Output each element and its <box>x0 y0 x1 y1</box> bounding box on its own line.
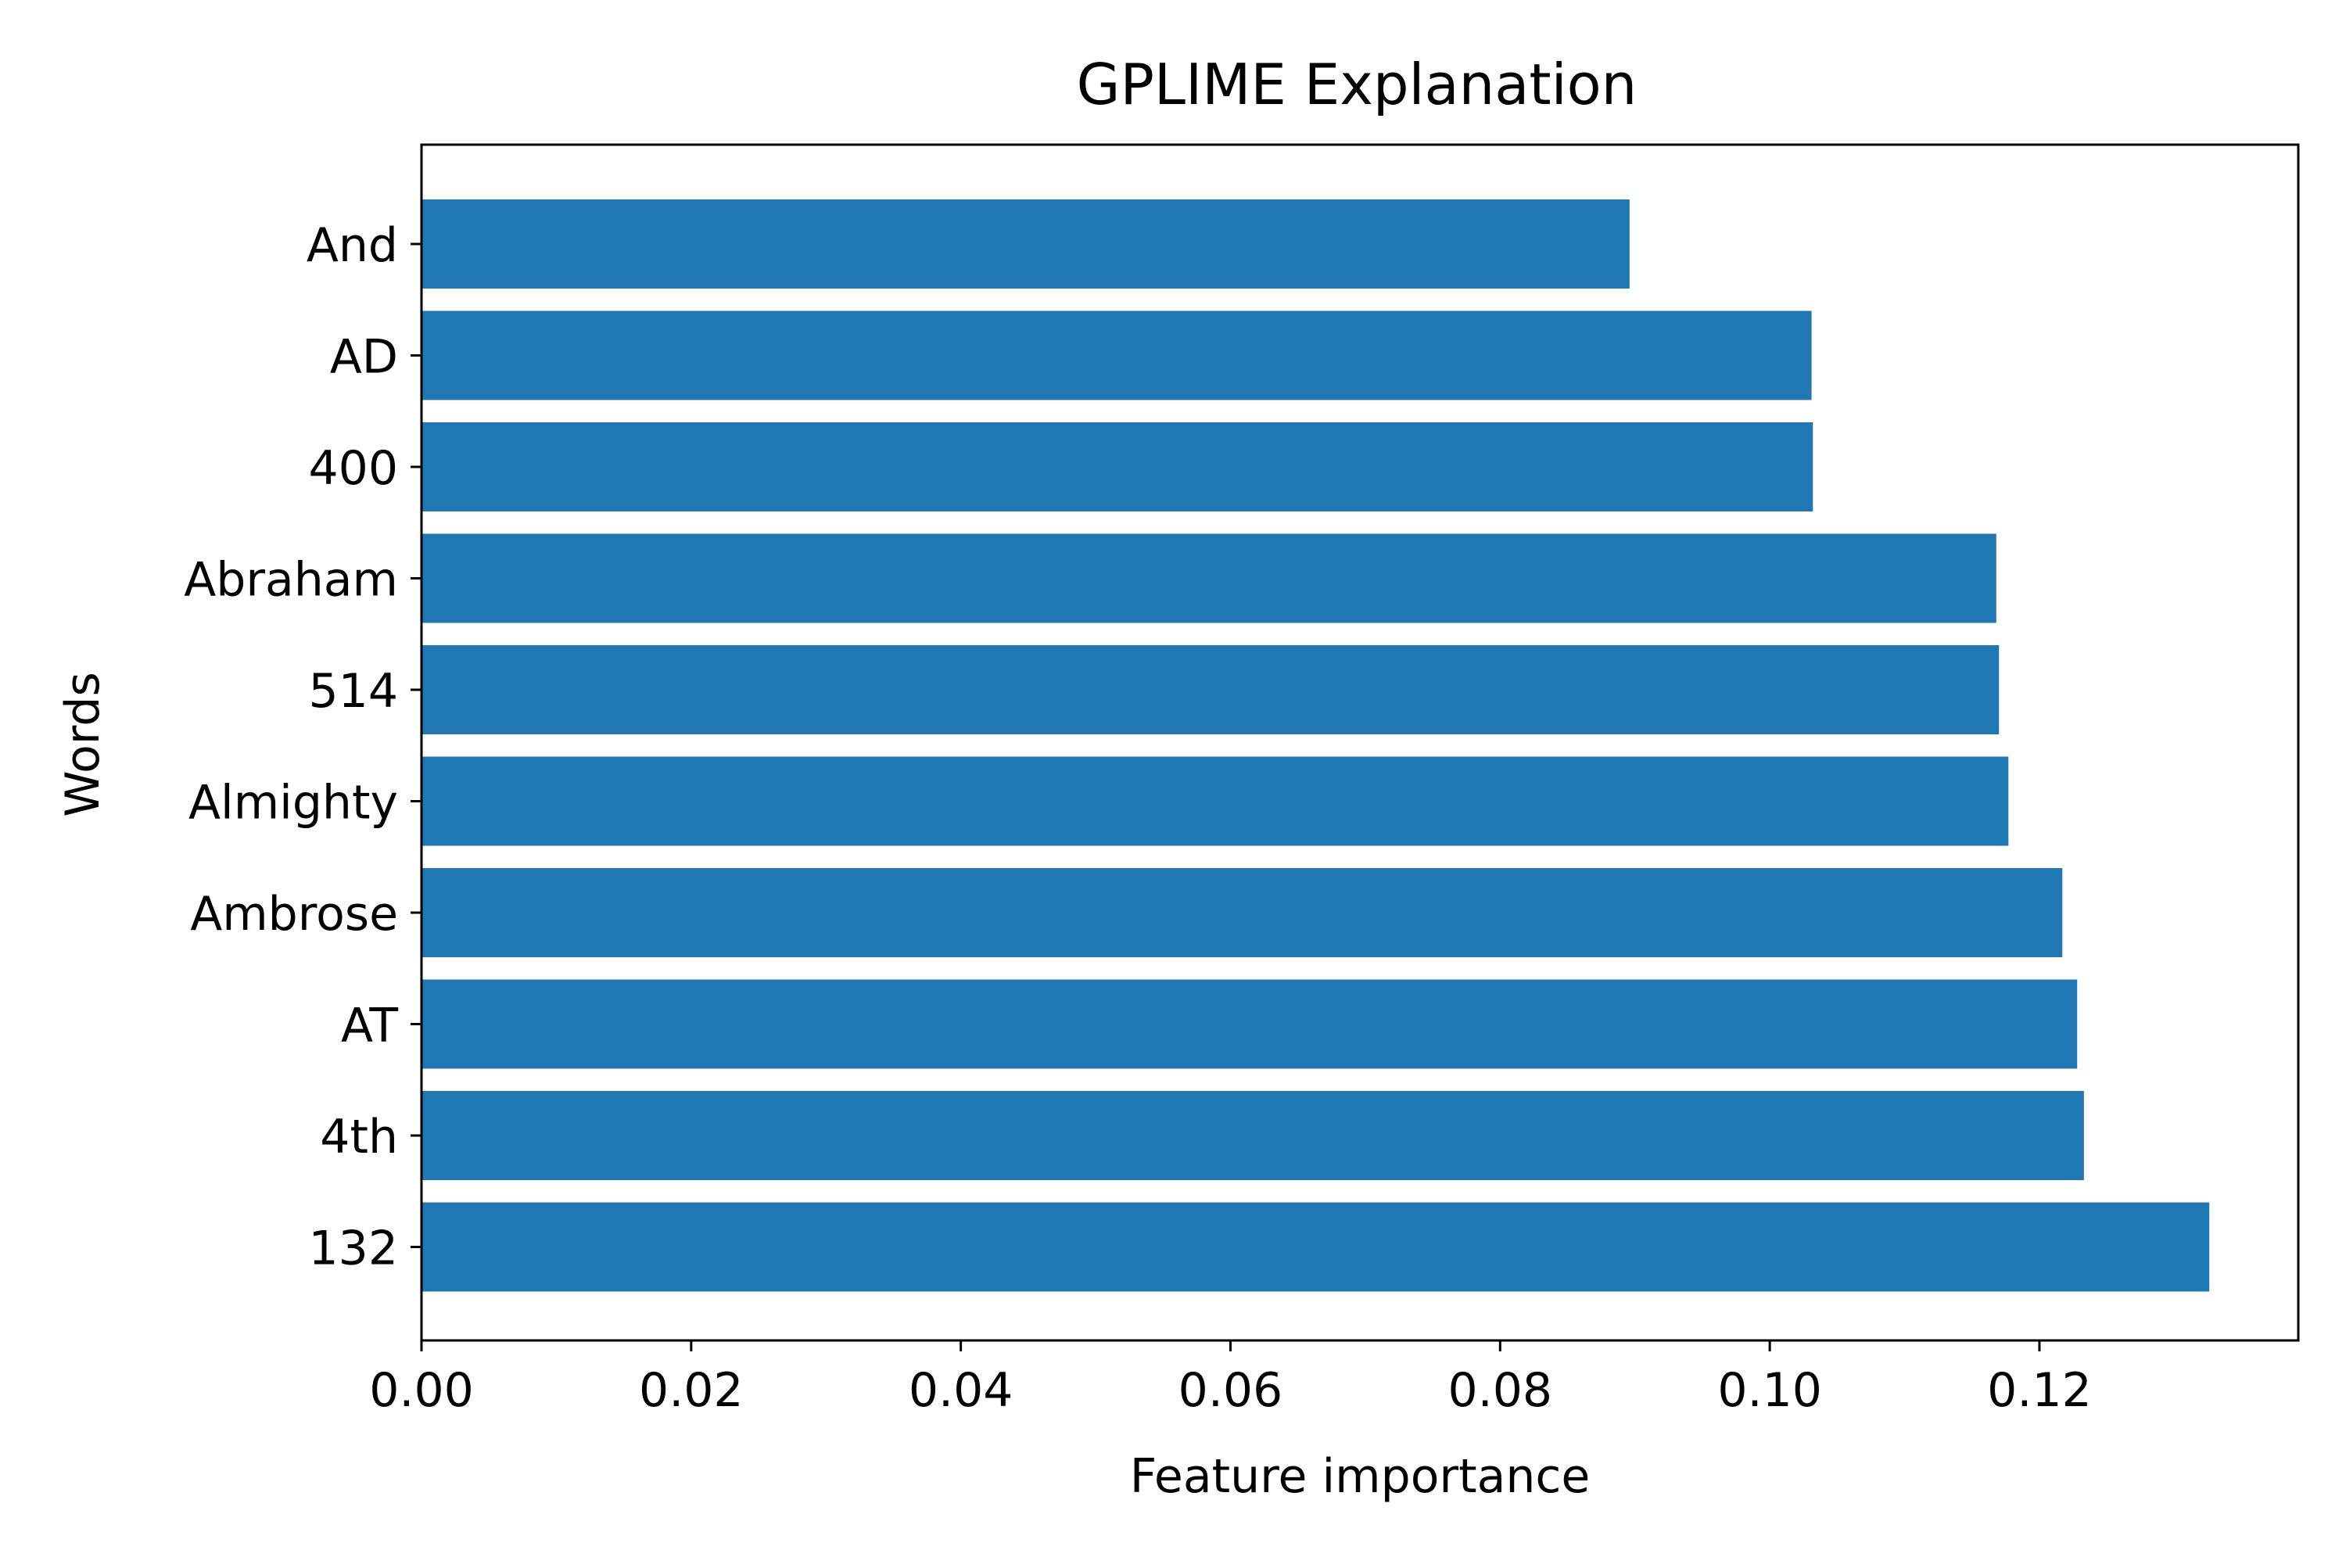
bar-ad <box>421 310 1812 400</box>
bar-514 <box>421 645 2000 734</box>
y-tick-label: 4th <box>320 1110 398 1164</box>
bar-abraham <box>421 533 1996 623</box>
y-tick-label: And <box>307 218 398 273</box>
chart-title: GPLIME Explanation <box>1077 52 1638 117</box>
x-tick-label: 0.02 <box>639 1363 744 1418</box>
x-tick-label: 0.08 <box>1448 1363 1553 1418</box>
y-axis-ticks: And AD 400 Abraham 514 Almighty Ambrose AT 4th 13… <box>184 218 421 1276</box>
bar-and <box>421 199 1630 289</box>
bars <box>421 199 2210 1292</box>
x-axis-label: Feature importance <box>1130 1449 1591 1504</box>
y-tick-label: Abraham <box>184 553 398 608</box>
x-tick-label: 0.04 <box>909 1363 1013 1418</box>
y-tick-label: AT <box>341 999 398 1053</box>
bar-132 <box>421 1202 2210 1292</box>
x-tick-label: 0.12 <box>1987 1363 2092 1418</box>
x-tick-label: 0.10 <box>1717 1363 1822 1418</box>
y-tick-label: Almighty <box>188 776 398 831</box>
bar-400 <box>421 422 1813 511</box>
bar-at <box>421 979 2078 1069</box>
bar-almighty <box>421 756 2009 846</box>
x-axis-ticks: 0.00 0.02 0.04 0.06 0.08 0.10 0.12 <box>369 1340 2092 1418</box>
y-tick-label: 132 <box>308 1222 398 1276</box>
bar-4th <box>421 1091 2084 1180</box>
y-tick-label: 514 <box>308 664 398 719</box>
x-tick-label: 0.06 <box>1178 1363 1283 1418</box>
y-axis-label: Words <box>56 672 110 816</box>
bar-ambrose <box>421 868 2063 957</box>
plot-frame <box>420 143 2300 1342</box>
x-tick-label: 0.00 <box>369 1363 474 1418</box>
y-tick-label: AD <box>330 330 398 385</box>
y-tick-label: Ambrose <box>190 887 398 942</box>
y-tick-label: 400 <box>308 441 398 496</box>
